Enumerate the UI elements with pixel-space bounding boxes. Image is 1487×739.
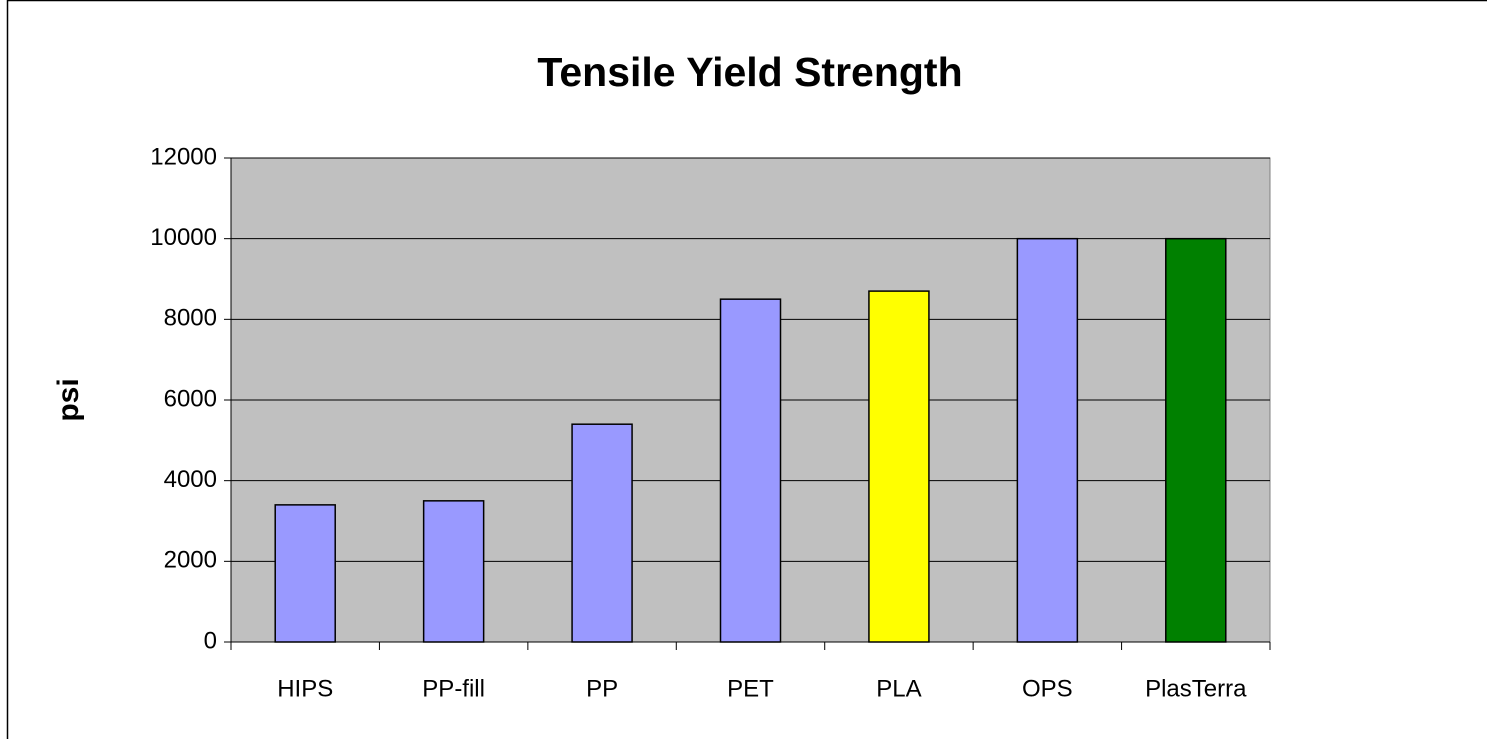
y-tick-label: 4000 [164,466,217,493]
bar [719,298,782,643]
bar [274,504,336,643]
y-tick-label: 0 [204,627,217,654]
bar [868,290,930,643]
bar [422,500,485,643]
x-tick-label: PP [586,675,618,702]
y-axis-label: psi [52,378,85,421]
y-tick-label: 6000 [164,385,217,412]
chart-title: Tensile Yield Strength [537,49,962,95]
bar [571,423,633,643]
y-tick-label: 12000 [150,143,217,170]
x-tick-label: PLA [876,675,921,702]
bar [1016,237,1079,643]
bar [1165,237,1227,643]
y-tick-label: 8000 [164,305,217,332]
x-tick-label: PP-fill [422,675,485,702]
x-tick-label: PlasTerra [1145,675,1247,702]
x-tick-label: PET [727,675,774,702]
x-tick-label: OPS [1022,675,1073,702]
y-tick-label: 2000 [164,547,217,574]
x-tick-label: HIPS [277,675,333,702]
y-tick-label: 10000 [150,224,217,251]
